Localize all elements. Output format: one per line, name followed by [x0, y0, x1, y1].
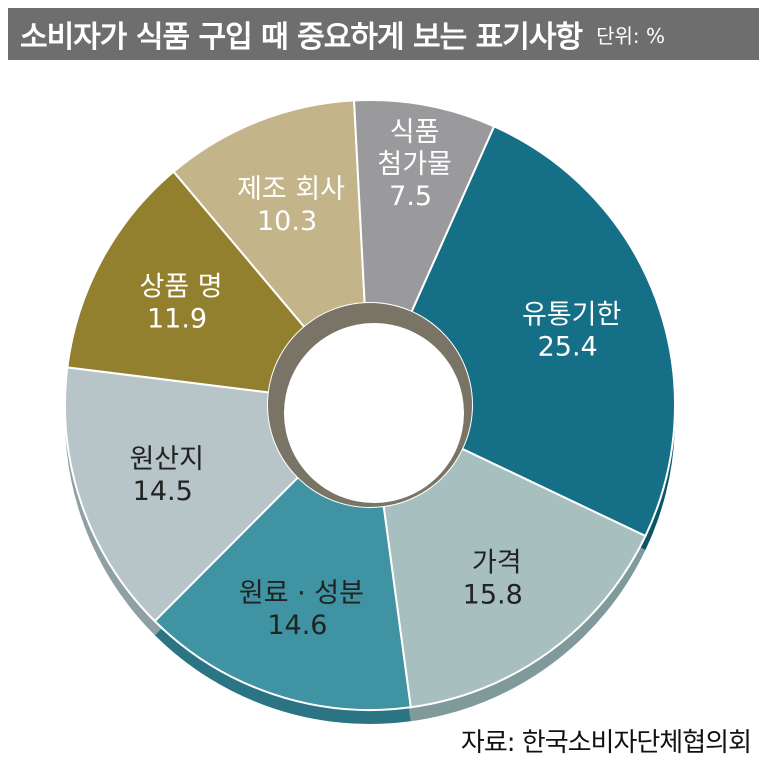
- slice-label-1: 가격: [472, 548, 522, 579]
- slice-label-0: 유통기한: [522, 299, 621, 330]
- slice-label-6: 첨가물: [377, 149, 452, 180]
- slice-label-3: 원산지: [129, 444, 204, 475]
- slice-value-6: 7.5: [389, 181, 432, 212]
- slice-value-4: 11.9: [147, 303, 207, 334]
- source-note: 자료: 한국소비자단체협의회: [460, 728, 752, 758]
- title-bar: 소비자가 식품 구입 때 중요하게 보는 표기사항 단위: %: [8, 8, 759, 60]
- slice-0: [410, 125, 676, 538]
- slice-value-0: 25.4: [538, 331, 598, 362]
- slice-label-2: 원료 · 성분: [239, 578, 364, 609]
- slice-value-2: 14.6: [267, 610, 327, 641]
- unit-label: 단위: %: [596, 23, 665, 48]
- chart-title: 소비자가 식품 구입 때 중요하게 보는 표기사항: [20, 20, 583, 55]
- slice-value-3: 14.5: [133, 476, 193, 507]
- slice-value-5: 10.3: [257, 206, 317, 237]
- donut-hole: [284, 323, 464, 503]
- slice-value-1: 15.8: [463, 580, 523, 611]
- slice-label-4: 상품 명: [139, 271, 222, 302]
- slice-label-6: 식품: [390, 117, 440, 148]
- slice-label-5: 제조 회사: [237, 174, 345, 205]
